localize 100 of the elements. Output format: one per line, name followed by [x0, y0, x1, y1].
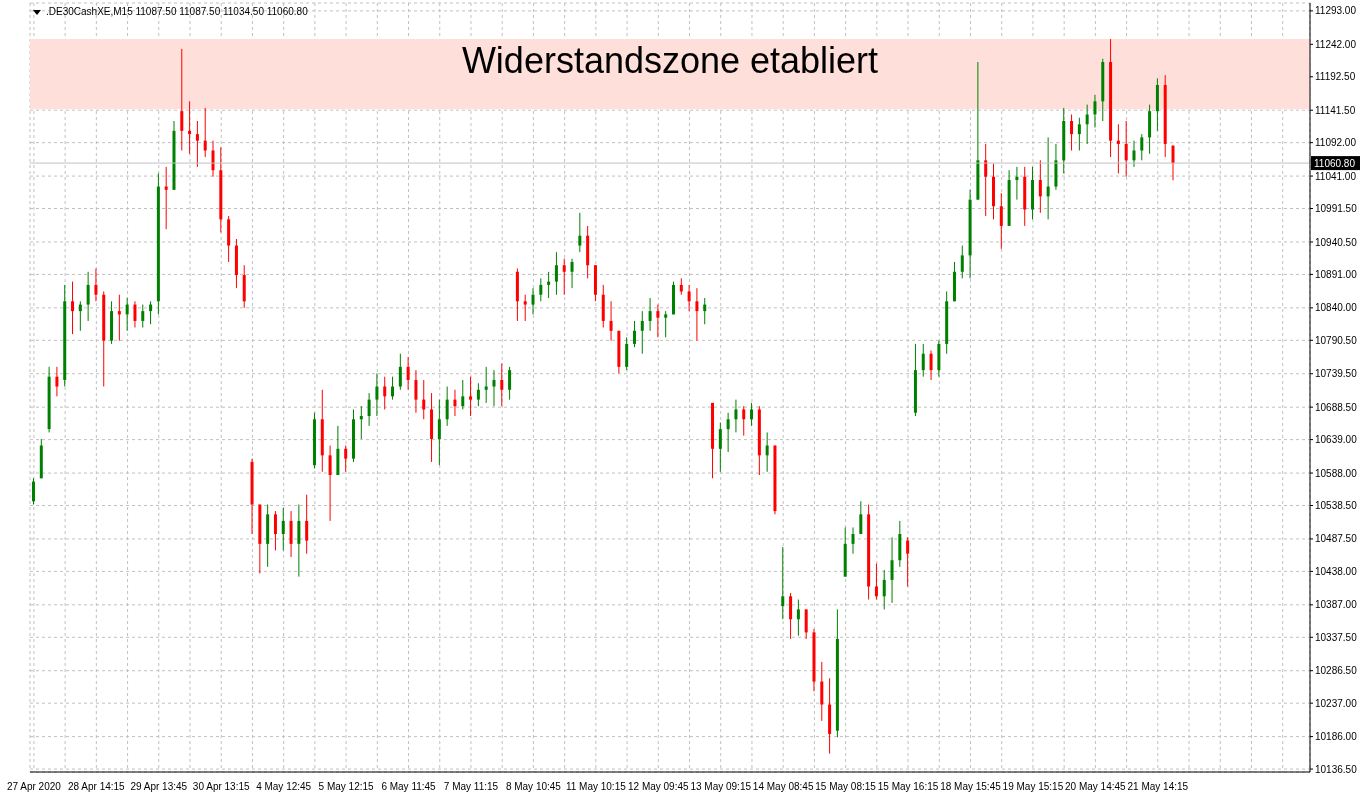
candlestick	[149, 300, 153, 325]
y-tick-label: 11092.00	[1315, 137, 1357, 149]
candlestick	[726, 412, 730, 453]
y-tick-label: 10487.50	[1315, 533, 1358, 545]
candlestick	[188, 100, 192, 155]
candlestick	[695, 287, 699, 342]
candlestick	[578, 212, 582, 253]
chart-title: .DE30CashXE,M15 11087.50 11087.50 11034.50 11060.80	[46, 6, 308, 18]
candlestick	[547, 271, 551, 299]
candlestick	[391, 376, 395, 401]
candlestick	[141, 304, 145, 329]
y-tick-label: 11192.50	[1315, 71, 1356, 83]
candlestick	[500, 363, 504, 407]
candlestick	[1077, 117, 1081, 152]
y-tick-label: 10186.00	[1315, 731, 1358, 743]
x-tick-label: 29 Apr 13:45	[130, 781, 188, 793]
candlestick	[609, 300, 613, 342]
x-tick-label: 8 May 10:45	[505, 781, 562, 793]
y-tick-label: 10286.50	[1315, 665, 1358, 677]
candlestick	[281, 507, 285, 551]
candlestick	[71, 281, 75, 335]
y-tick-label: 10387.00	[1315, 599, 1358, 611]
y-tick-label: 10991.50	[1315, 203, 1358, 215]
candlestick	[656, 304, 660, 338]
x-tick-label: 15 May 16:15	[877, 781, 939, 793]
candlestick	[906, 536, 910, 587]
y-tick-label: 10940.50	[1315, 236, 1358, 248]
y-tick-label: 10438.00	[1315, 565, 1358, 577]
candlestick	[125, 297, 129, 332]
candlestick	[492, 369, 496, 407]
candlestick	[859, 500, 863, 535]
x-tick-label: 21 May 14:15	[1127, 781, 1189, 793]
candlestick	[640, 310, 644, 355]
y-tick-label: 10790.50	[1315, 334, 1358, 346]
candlestick	[203, 107, 207, 158]
candlestick	[453, 389, 457, 417]
candlestick	[765, 431, 769, 473]
x-tick-label: 27 Apr 2020	[6, 781, 62, 793]
candlestick	[664, 310, 668, 338]
candlestick	[508, 366, 512, 401]
candlestick	[890, 536, 894, 604]
candlestick	[422, 379, 426, 420]
candlestick	[554, 251, 558, 296]
y-tick-label: 10739.50	[1315, 368, 1358, 380]
candlestick	[1070, 113, 1074, 152]
candlestick	[398, 353, 402, 391]
candlestick	[180, 48, 184, 152]
x-tick-label: 6 May 11:45	[381, 781, 437, 793]
candlestick	[1085, 104, 1089, 145]
candlestick	[94, 268, 98, 302]
candlestick	[383, 376, 387, 410]
x-tick-label: 20 May 14:45	[1065, 781, 1127, 793]
x-tick-label: 15 May 08:15	[815, 781, 877, 793]
candlestick	[406, 356, 410, 391]
candlestick	[531, 287, 535, 315]
candlestick	[703, 297, 707, 325]
candlestick	[687, 284, 691, 312]
candlestick	[851, 526, 855, 555]
x-tick-label: 7 May 11:15	[443, 781, 499, 793]
candlestick	[328, 445, 332, 522]
candlestick	[164, 166, 168, 230]
x-tick-label: 12 May 09:45	[627, 781, 690, 793]
candlestick	[929, 349, 933, 381]
x-tick-label: 5 May 12:15	[318, 781, 375, 793]
candlestick	[461, 379, 465, 410]
candlestick	[344, 445, 348, 473]
x-tick-label: 11 May 10:15	[565, 781, 627, 793]
x-tick-label: 13 May 09:15	[690, 781, 752, 793]
candlestick	[999, 192, 1003, 250]
candlestick	[1015, 166, 1019, 201]
candlestick	[874, 563, 878, 601]
candlestick	[273, 510, 277, 551]
x-tick-label: 14 May 08:45	[752, 781, 814, 793]
candlestick	[32, 477, 35, 506]
candlestick	[484, 366, 488, 404]
x-tick-label: 18 May 15:45	[940, 781, 1002, 793]
candlestick	[718, 422, 722, 473]
candlestick	[1038, 159, 1042, 214]
candlestick	[86, 271, 90, 322]
candlestick	[297, 504, 301, 578]
y-tick-label: 10588.00	[1315, 467, 1358, 479]
candlestick	[921, 343, 925, 378]
candlestick	[750, 402, 754, 427]
candlestick	[820, 661, 824, 722]
y-tick-label: 10337.50	[1315, 631, 1358, 643]
candlestick	[195, 120, 199, 168]
candlestick	[523, 294, 527, 322]
candlestick	[539, 277, 543, 302]
candlestick	[882, 569, 886, 610]
candlestick	[367, 392, 371, 427]
y-tick-label: 10688.50	[1315, 401, 1358, 413]
candlestick	[625, 336, 629, 371]
candlestick	[648, 297, 652, 332]
candlestick	[734, 399, 738, 433]
candlestick	[960, 245, 964, 279]
candlestick	[1046, 136, 1050, 220]
candlestick	[55, 366, 59, 397]
candlestick	[562, 258, 566, 296]
candlestick	[1093, 94, 1097, 129]
y-tick-label: 10136.50	[1315, 763, 1358, 775]
